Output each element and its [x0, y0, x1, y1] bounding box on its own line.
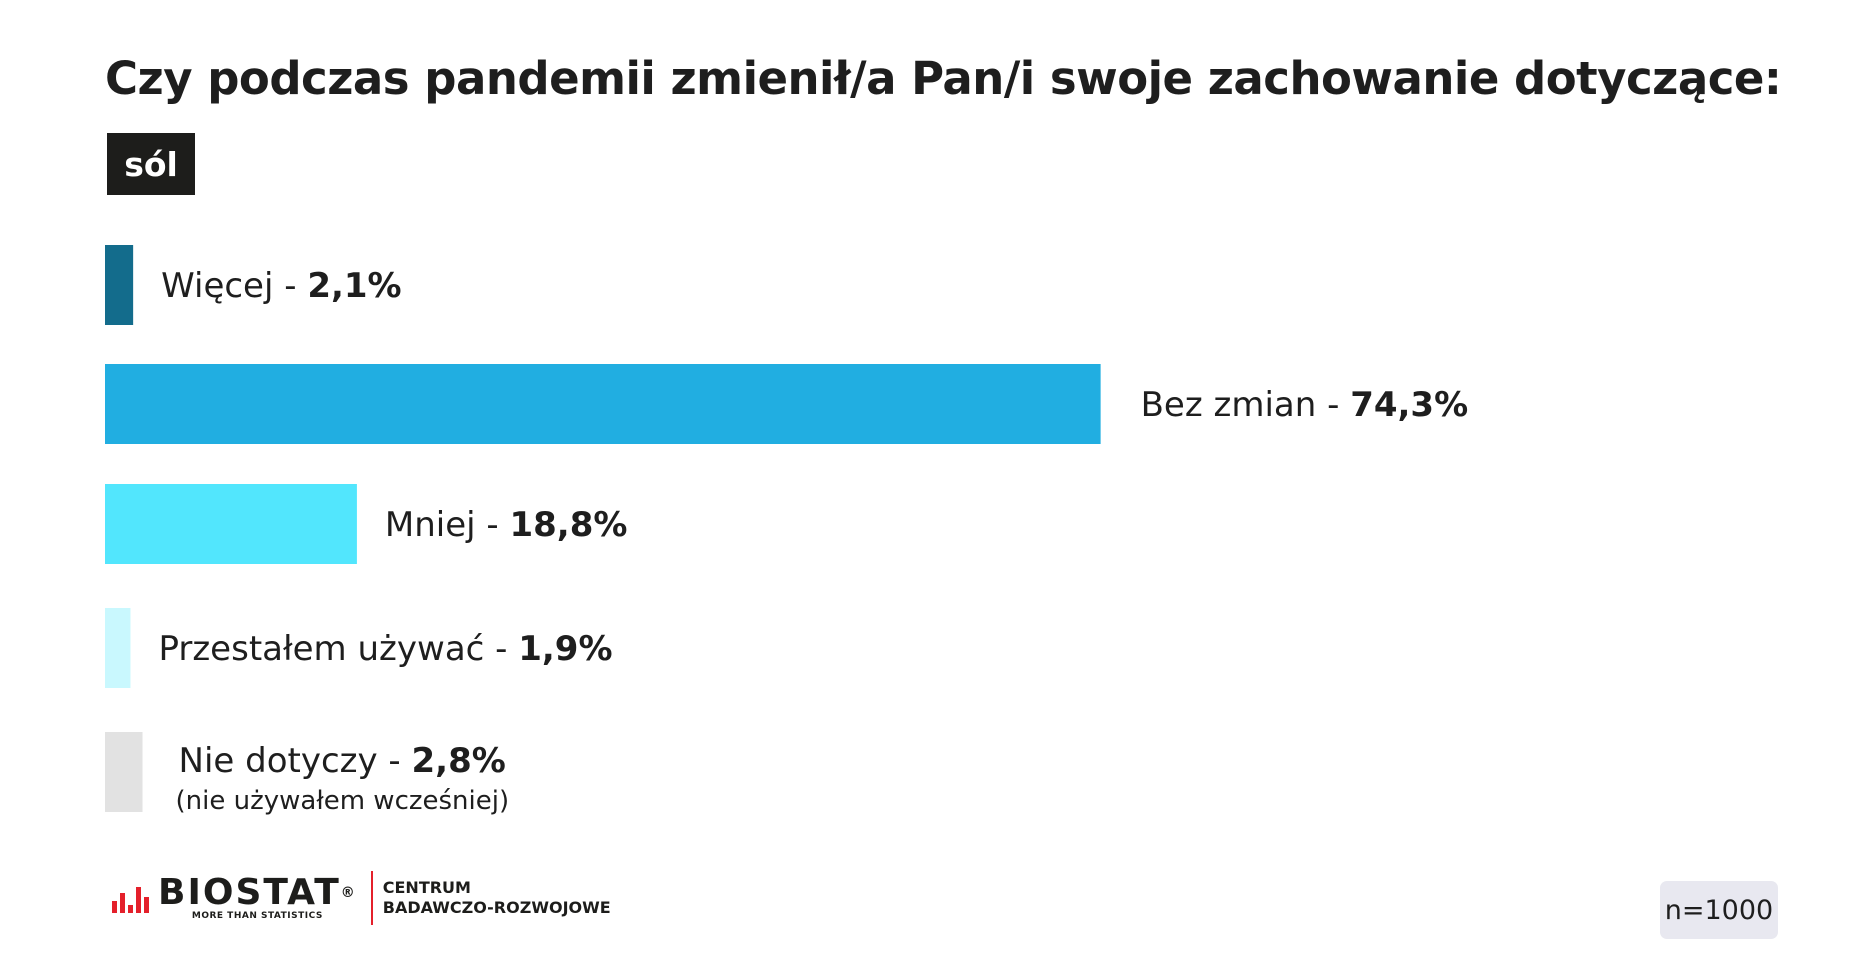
- bar-0: [105, 245, 134, 325]
- bar-1: [105, 364, 1101, 444]
- logo-center-name: CENTRUM BADAWCZO-ROZWOJOWE: [383, 878, 611, 918]
- biostat-logo: BIOSTAT® MORE THAN STATISTICS CENTRUM BA…: [112, 871, 611, 925]
- bar-label-0: Więcej - 2,1%: [161, 266, 401, 306]
- logo-divider: [370, 871, 373, 925]
- center-line-1: CENTRUM: [382, 878, 471, 897]
- category-label-2: Mniej -: [385, 505, 510, 545]
- subtitle-badge: sól: [107, 133, 195, 195]
- value-label-1: 74,3%: [1350, 385, 1468, 425]
- bar-label-2: Mniej - 18,8%: [385, 505, 628, 545]
- logo-name-text: BIOSTAT: [158, 871, 341, 913]
- logo-registered-mark: ®: [340, 884, 357, 901]
- logo-tagline: MORE THAN STATISTICS: [191, 910, 323, 921]
- category-label-3: Przestałem używać -: [158, 629, 518, 669]
- chart-title: Czy podczas pandemii zmienił/a Pan/i swo…: [105, 52, 1782, 105]
- category-label-4: Nie dotyczy -: [179, 741, 412, 781]
- bar-3: [105, 608, 131, 688]
- bar-note-4: (nie używałem wcześniej): [176, 786, 510, 816]
- category-label-1: Bez zmian -: [1141, 385, 1351, 425]
- sample-size-badge: n=1000: [1660, 881, 1778, 939]
- logo-name: BIOSTAT®: [158, 874, 357, 910]
- bar-label-3: Przestałem używać - 1,9%: [158, 629, 612, 669]
- bar-2: [105, 484, 357, 564]
- center-line-2: BADAWCZO-ROZWOJOWE: [382, 898, 611, 917]
- value-label-4: 2,8%: [412, 741, 506, 781]
- value-label-3: 1,9%: [518, 629, 612, 669]
- value-label-2: 18,8%: [509, 505, 627, 545]
- bar-label-4: Nie dotyczy - 2,8%: [179, 741, 506, 781]
- bars-logo-icon: [112, 883, 149, 913]
- bar-label-1: Bez zmian - 74,3%: [1141, 385, 1469, 425]
- bar-4: [105, 732, 143, 812]
- category-label-0: Więcej -: [161, 266, 307, 306]
- value-label-0: 2,1%: [307, 266, 401, 306]
